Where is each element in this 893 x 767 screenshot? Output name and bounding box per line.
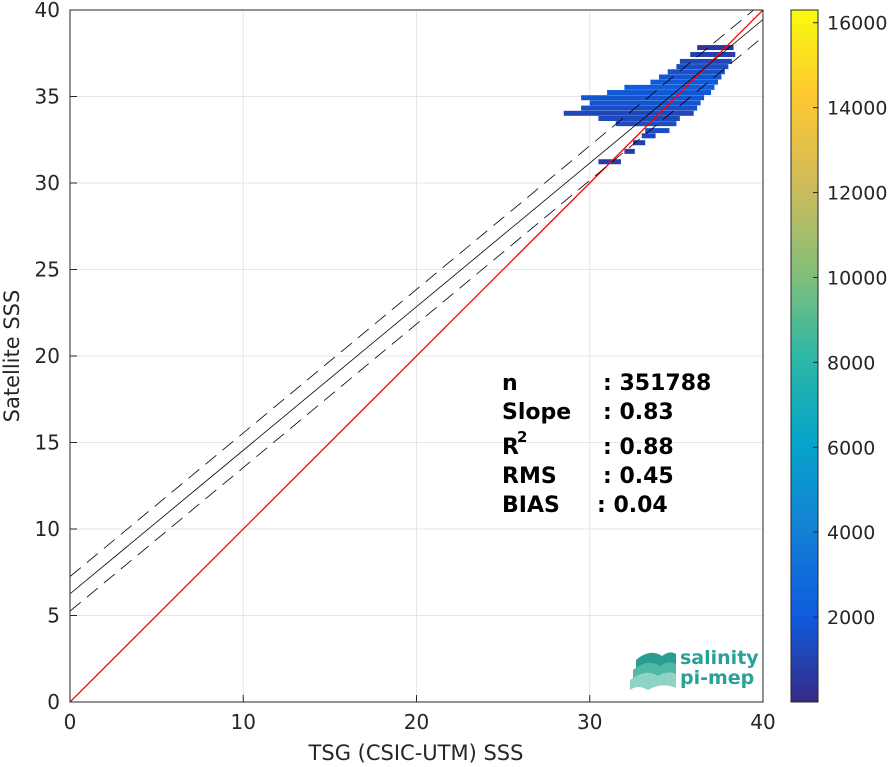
stat-rms-label: RMS	[502, 464, 557, 489]
density-cell	[598, 115, 680, 121]
density-cell	[598, 159, 621, 165]
density-cell	[659, 74, 722, 80]
density-cell	[624, 148, 635, 154]
colorbar-tick-label: 8000	[827, 352, 875, 374]
stat-n-label: n	[502, 371, 518, 396]
density-cell	[667, 69, 725, 75]
y-tick-label: 20	[35, 344, 60, 368]
density-cell	[615, 121, 677, 127]
stats-box: n : 351788 Slope : 0.83 R 2 : 0.88 RMS :…	[502, 371, 711, 518]
density-cell	[563, 110, 694, 116]
density-cells	[563, 45, 736, 165]
density-cell	[641, 133, 656, 139]
colorbar-tick-label: 14000	[827, 98, 887, 120]
stat-bias-label: BIAS	[502, 493, 560, 518]
x-tick-label: 20	[404, 710, 429, 734]
x-axis-label: TSG (CSIC-UTM) SSS	[308, 741, 524, 765]
wave-layers-icon	[630, 652, 676, 690]
identity-line	[70, 10, 763, 702]
colorbar-ticks: 2000 4000 6000 8000 10000 12000 14000 16000	[813, 13, 887, 629]
density-cell	[690, 51, 736, 57]
x-tick-label: 0	[64, 710, 77, 734]
y-tick-label: 5	[47, 604, 60, 628]
y-tick-label: 40	[35, 0, 60, 22]
regression-line	[70, 19, 763, 595]
stat-rms-value: : 0.45	[603, 464, 674, 489]
y-tick-label: 30	[35, 171, 60, 195]
colorbar-tick-label: 16000	[827, 13, 887, 35]
colorbar-tick-label: 12000	[827, 183, 887, 205]
stat-r2-superscript: 2	[517, 428, 527, 446]
colorbar-tick-label: 2000	[827, 607, 875, 629]
density-cell	[581, 95, 705, 101]
x-axis-ticks: 0 10 20 30 40	[64, 695, 776, 734]
density-cell	[633, 140, 646, 146]
stat-slope-label: Slope	[502, 400, 571, 425]
stat-r2-label: R	[502, 435, 519, 460]
x-tick-label: 10	[231, 710, 256, 734]
colorbar: 2000 4000 6000 8000 10000 12000 14000 16000	[790, 9, 887, 703]
confidence-band-line	[70, 10, 755, 577]
density-cell	[589, 100, 701, 106]
logo-line1: salinity	[680, 647, 759, 669]
density-cell	[645, 128, 670, 134]
y-tick-label: 15	[35, 431, 60, 455]
x-tick-label: 40	[750, 710, 775, 734]
density-cell	[679, 58, 732, 64]
density-cell	[676, 64, 729, 70]
y-tick-label: 10	[35, 517, 60, 541]
fit-lines	[70, 10, 763, 702]
logo-line2: pi-mep	[680, 667, 754, 689]
y-axis-ticks: 0 5 10 15 20 25 30 35 40	[35, 0, 77, 714]
colorbar-tick-label: 6000	[827, 437, 875, 459]
y-tick-label: 0	[47, 690, 60, 714]
density-cell	[697, 45, 734, 51]
colorbar-tick-label: 4000	[827, 522, 875, 544]
density-cell	[650, 79, 718, 85]
y-tick-label: 35	[35, 85, 60, 109]
colorbar-tick-label: 10000	[827, 267, 887, 289]
confidence-band-line	[70, 36, 763, 612]
stat-r2-value: : 0.88	[603, 435, 674, 460]
salinity-pi-mep-logo: salinity pi-mep	[630, 647, 759, 690]
colorbar-gradient	[790, 9, 819, 703]
x-tick-label: 30	[577, 710, 602, 734]
y-axis-label: Satellite SSS	[0, 290, 24, 423]
density-cell	[581, 105, 698, 111]
stat-slope-value: : 0.83	[603, 400, 674, 425]
stat-n-value: : 351788	[603, 371, 711, 396]
stat-bias-value: : 0.04	[597, 493, 668, 518]
y-tick-label: 25	[35, 258, 60, 282]
density-cell	[624, 84, 715, 90]
density-cell	[607, 90, 712, 96]
